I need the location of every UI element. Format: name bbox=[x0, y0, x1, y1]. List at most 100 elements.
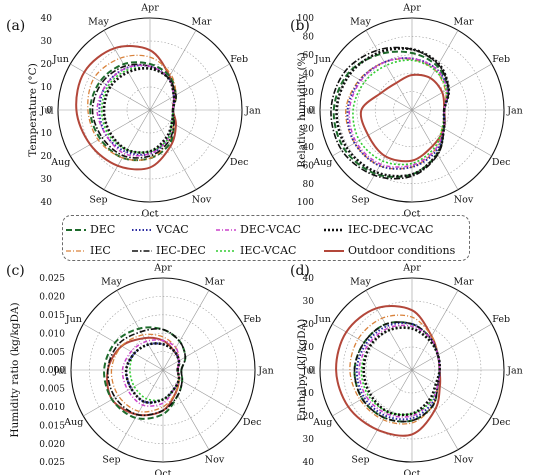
legend: DEC VCAC DEC-VCAC IEC-DEC-VCAC IEC IEC-D… bbox=[62, 215, 470, 261]
month-label: Dec bbox=[492, 417, 511, 428]
legend-item: IEC bbox=[65, 240, 131, 261]
radial-tick-label: 0.025 bbox=[39, 458, 65, 468]
month-label: Nov bbox=[454, 195, 474, 206]
month-label: Oct bbox=[404, 209, 421, 220]
radial-tick-label: 10 bbox=[303, 343, 315, 353]
legend-item: VCAC bbox=[131, 219, 215, 240]
legend-swatch-iec-dec bbox=[132, 249, 152, 252]
grid-spoke bbox=[162, 290, 210, 371]
radial-tick-label: 30 bbox=[41, 175, 53, 185]
radial-tick-label: 20 bbox=[303, 88, 315, 98]
radial-tick-label: 20 bbox=[41, 60, 53, 70]
month-label: Oct bbox=[404, 469, 421, 475]
series-iec-dec bbox=[106, 328, 187, 417]
legend-swatch-iec bbox=[66, 249, 86, 252]
grid-spoke bbox=[149, 63, 230, 111]
legend-item: DEC-VCAC bbox=[215, 219, 323, 240]
series-dec bbox=[89, 61, 177, 162]
radial-tick-label: 100 bbox=[297, 14, 314, 24]
legend-item: DEC bbox=[65, 219, 131, 240]
radial-tick-label: 20 bbox=[303, 320, 315, 330]
radial-tick-label: 0.010 bbox=[39, 403, 65, 413]
grid-spoke bbox=[149, 30, 197, 111]
month-label: Feb bbox=[492, 54, 510, 65]
series-vcac bbox=[346, 57, 450, 170]
grid-spoke bbox=[149, 109, 230, 157]
panel-tag: (b) bbox=[290, 18, 310, 34]
grid-spoke bbox=[162, 369, 243, 417]
radial-tick-label: 0.005 bbox=[39, 348, 65, 358]
month-label: Dec bbox=[243, 417, 262, 428]
grid-spoke bbox=[411, 323, 492, 371]
grid-spoke bbox=[116, 290, 164, 371]
month-label: Mar bbox=[454, 276, 474, 287]
radial-tick-label: 60 bbox=[303, 51, 315, 61]
grid-spoke bbox=[116, 369, 164, 450]
radial-tick-label: 30 bbox=[303, 297, 315, 307]
month-label: Nov bbox=[205, 455, 225, 466]
radial-tick-label: 10 bbox=[41, 129, 53, 139]
radial-tick-label: 0.000 bbox=[39, 366, 65, 376]
radial-tick-label: 40 bbox=[303, 274, 315, 284]
panel-tag: (d) bbox=[290, 263, 310, 279]
series-iec-dec bbox=[91, 63, 177, 159]
month-label: Jun bbox=[52, 54, 69, 65]
month-label: Oct bbox=[155, 469, 172, 475]
month-label: Feb bbox=[230, 54, 248, 65]
grid-spoke bbox=[411, 63, 492, 111]
legend-swatch-dec bbox=[66, 228, 86, 231]
grid-spoke bbox=[365, 109, 413, 190]
grid-spoke bbox=[365, 30, 413, 111]
panel-d: (d) Enthalpy (kJ/kgDA) Jan Feb Mar Apr May Jun J… bbox=[290, 263, 523, 475]
radial-tick-label: 0.020 bbox=[39, 293, 65, 303]
month-label: Aug bbox=[50, 157, 70, 168]
month-label: Nov bbox=[454, 455, 474, 466]
panel-a: (a) Temperature (°C) Jan Feb Mar Apr May Jun Jul… bbox=[6, 3, 261, 220]
radial-tick-label: 0 bbox=[308, 366, 314, 376]
legend-label: DEC-VCAC bbox=[240, 223, 301, 236]
month-label: Feb bbox=[492, 314, 510, 325]
month-label: May bbox=[101, 276, 122, 287]
month-label: Sep bbox=[351, 455, 369, 466]
radial-tick-label: 20 bbox=[303, 412, 315, 422]
series-iec-dec-vcac bbox=[335, 47, 451, 178]
radial-tick-label: 0.005 bbox=[39, 385, 65, 395]
series-outdoor-conditions bbox=[106, 336, 181, 417]
month-label: Jul bbox=[302, 366, 316, 377]
legend-swatch-outdoor bbox=[324, 249, 344, 252]
radial-tick-label: 0.025 bbox=[39, 274, 65, 284]
legend-swatch-vcac bbox=[132, 228, 152, 231]
month-label: Oct bbox=[142, 209, 159, 220]
month-label: Apr bbox=[402, 263, 421, 274]
panel-b: (b) Relative humidity (%) Jan Feb Mar Apr May J… bbox=[290, 3, 523, 220]
month-label: Feb bbox=[243, 314, 261, 325]
series-iec-dec-vcac bbox=[102, 67, 176, 154]
radial-tick-label: 40 bbox=[41, 14, 53, 24]
radial-tick-label: 40 bbox=[303, 69, 315, 79]
radial-tick-label: 10 bbox=[303, 389, 315, 399]
grid-spoke bbox=[332, 63, 413, 111]
radial-tick-label: 40 bbox=[303, 143, 315, 153]
series-iec-vcac bbox=[360, 326, 441, 416]
grid-spoke bbox=[149, 109, 197, 190]
month-label: Sep bbox=[351, 195, 369, 206]
legend-item: Outdoor conditions bbox=[323, 240, 471, 261]
grid-spoke bbox=[332, 323, 413, 371]
radial-tick-label: 0.010 bbox=[39, 329, 65, 339]
radial-tick-label: 40 bbox=[303, 458, 315, 468]
month-label: Jul bbox=[53, 366, 67, 377]
panel-tag: (a) bbox=[6, 18, 25, 34]
month-label: Mar bbox=[454, 16, 474, 27]
series-iec bbox=[345, 58, 447, 170]
month-label: Mar bbox=[192, 16, 212, 27]
month-label: Jun bbox=[65, 314, 82, 325]
series-iec bbox=[87, 54, 177, 161]
grid-spoke bbox=[83, 323, 164, 371]
grid-spoke bbox=[411, 369, 492, 417]
grid-spoke bbox=[162, 323, 243, 371]
series-iec bbox=[349, 314, 441, 425]
series-iec-dec-vcac bbox=[124, 342, 181, 404]
radial-axis-label: Enthalpy (kJ/kgDA) bbox=[296, 319, 308, 421]
legend-label: VCAC bbox=[156, 223, 189, 236]
